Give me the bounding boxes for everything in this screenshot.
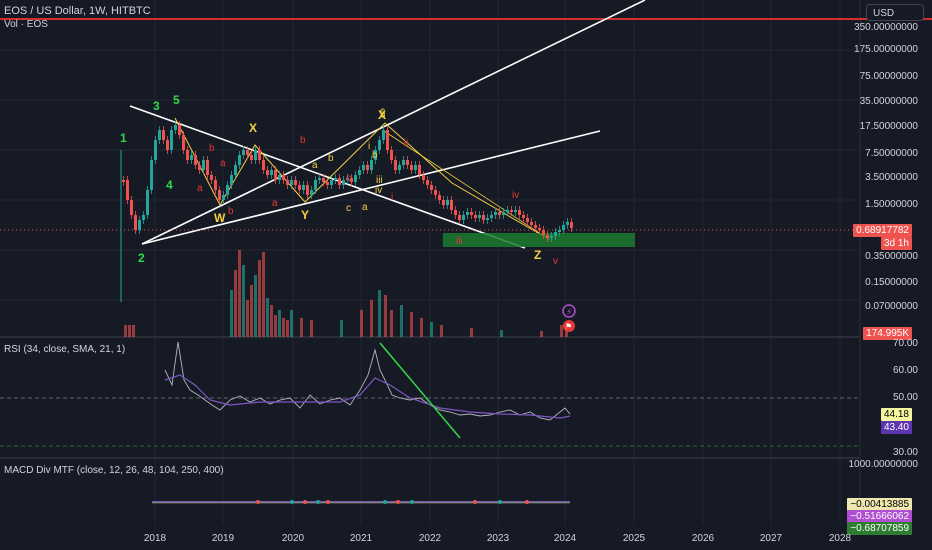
wave-label: b bbox=[209, 143, 215, 154]
wave-label: b bbox=[328, 153, 334, 164]
time-tick: 2022 bbox=[418, 533, 442, 544]
wave-label: 1 bbox=[120, 131, 127, 145]
price-tick: 35.00000000 bbox=[859, 96, 918, 107]
wave-label: X bbox=[378, 108, 386, 122]
price-tick: 7.50000000 bbox=[865, 148, 918, 159]
wave-label: ii bbox=[404, 138, 408, 149]
wave-label: c bbox=[346, 173, 351, 184]
wave-label: b bbox=[228, 206, 234, 217]
rsi-trendline bbox=[379, 342, 461, 439]
wave-label: a bbox=[362, 202, 368, 213]
rsi-tick: 70.00 bbox=[892, 338, 918, 349]
wave-label: i bbox=[391, 192, 393, 203]
volume-value-tag: 174.995K bbox=[863, 327, 912, 340]
wave-label: b bbox=[300, 135, 306, 146]
wave-label: b bbox=[372, 150, 378, 161]
symbol-title[interactable]: EOS / US Dollar, 1W, HITBTC bbox=[4, 5, 151, 17]
target-zone bbox=[443, 233, 635, 247]
rsi-tick: 30.00 bbox=[892, 447, 918, 458]
last-price-tag: 0.68917782 bbox=[853, 224, 912, 237]
macd-value-1: −0.00413885 bbox=[847, 498, 912, 511]
volume-legend: Vol · EOS bbox=[4, 19, 48, 30]
wave-label: iv bbox=[512, 190, 519, 201]
wave-label: 3 bbox=[153, 99, 160, 113]
svg-text:⚡: ⚡ bbox=[566, 307, 572, 317]
price-tick: 350.00000000 bbox=[854, 22, 918, 33]
price-tick: 0.07000000 bbox=[865, 301, 918, 312]
macd-axis-top: 1000.00000000 bbox=[848, 459, 918, 470]
time-tick: 2026 bbox=[691, 533, 715, 544]
wave-label: i bbox=[368, 141, 370, 152]
time-tick: 2020 bbox=[281, 533, 305, 544]
time-tick: 2027 bbox=[759, 533, 783, 544]
macd-value-3: −0.68707859 bbox=[847, 522, 912, 535]
macd-value-2: −0.51666062 bbox=[847, 510, 912, 523]
wave-label: 4 bbox=[166, 178, 173, 192]
rsi-tick: 60.00 bbox=[892, 365, 918, 376]
lightning-icon bbox=[562, 304, 576, 318]
rsi-sma-tag: 43.40 bbox=[880, 421, 912, 434]
time-tick: 2024 bbox=[553, 533, 577, 544]
wave-label: c bbox=[380, 106, 385, 117]
wave-label: a bbox=[220, 158, 226, 169]
wave-label: iv bbox=[375, 185, 382, 196]
wave-label: 2 bbox=[138, 251, 145, 265]
currency-button[interactable]: USD bbox=[866, 4, 924, 21]
wave-label: iii bbox=[456, 236, 463, 247]
price-tick: 17.50000000 bbox=[859, 121, 918, 132]
wave-label: ii bbox=[381, 110, 385, 121]
rsi-sma-line bbox=[164, 374, 571, 419]
time-tick: 2018 bbox=[143, 533, 167, 544]
price-tick: 3.50000000 bbox=[865, 172, 918, 183]
price-tick: 0.15000000 bbox=[865, 277, 918, 288]
wave-label: iii bbox=[376, 175, 383, 186]
candles bbox=[120, 121, 573, 302]
price-tick: 0.35000000 bbox=[865, 251, 918, 262]
channel-lines bbox=[129, 0, 646, 249]
time-tick: 2019 bbox=[211, 533, 235, 544]
wave-label: c bbox=[346, 203, 351, 214]
price-tick: 1.50000000 bbox=[865, 199, 918, 210]
svg-text:⚑: ⚑ bbox=[565, 322, 572, 331]
volume-bars bbox=[124, 250, 568, 337]
macd-title[interactable]: MACD Div MTF (close, 12, 26, 48, 104, 25… bbox=[4, 465, 224, 476]
countdown-tag: 3d 1h bbox=[880, 237, 912, 250]
yellow-wave-path bbox=[174, 117, 551, 241]
rsi-line bbox=[164, 341, 571, 421]
wave-label: X bbox=[249, 121, 257, 135]
flag-icon bbox=[563, 320, 575, 332]
wave-label: a bbox=[312, 160, 318, 171]
rsi-title[interactable]: RSI (34, close, SMA, 21, 1) bbox=[4, 344, 126, 355]
wave-label: a bbox=[197, 183, 203, 194]
wave-label: 5 bbox=[173, 93, 180, 107]
time-tick: 2025 bbox=[622, 533, 646, 544]
rsi-tick: 50.00 bbox=[892, 392, 918, 403]
time-tick: 2021 bbox=[349, 533, 373, 544]
wave-label: Z bbox=[534, 248, 541, 262]
macd-dots bbox=[256, 500, 529, 504]
rsi-value-tag: 44.18 bbox=[880, 408, 912, 421]
price-tick: 175.00000000 bbox=[854, 44, 918, 55]
time-tick: 2023 bbox=[486, 533, 510, 544]
wave-label: Y bbox=[301, 208, 309, 222]
wave-label: a bbox=[272, 198, 278, 209]
time-tick: 2028 bbox=[828, 533, 852, 544]
wave-label: v bbox=[553, 256, 558, 267]
grid bbox=[0, 0, 860, 525]
wave-label: W bbox=[214, 211, 226, 225]
price-tick: 75.00000000 bbox=[859, 71, 918, 82]
